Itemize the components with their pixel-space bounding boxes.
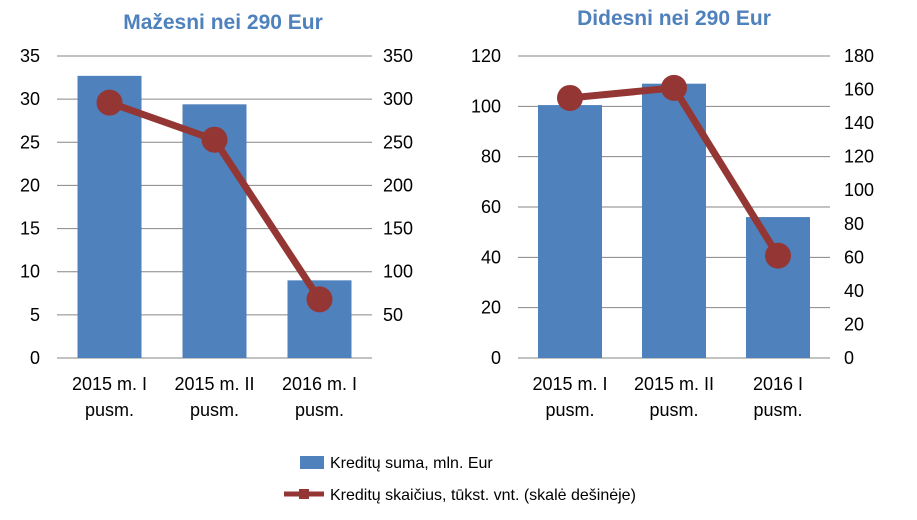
- line-point: [96, 89, 123, 116]
- y2-tick-label: 350: [383, 46, 413, 66]
- y-tick-label: 10: [20, 262, 40, 282]
- line-point: [661, 74, 687, 101]
- legend-line-marker: [299, 489, 309, 499]
- x-tick-label: pusm.: [190, 400, 239, 420]
- y-tick-label: 5: [30, 305, 40, 325]
- y2-tick-label: 100: [383, 262, 413, 282]
- y2-tick-label: 100: [844, 180, 874, 200]
- y2-tick-label: 180: [844, 46, 874, 66]
- line-point: [201, 126, 228, 153]
- y-tick-label: 0: [30, 348, 40, 368]
- x-tick-label: 2015 m. I: [72, 374, 147, 394]
- y2-tick-label: 250: [383, 132, 413, 152]
- y2-tick-label: 150: [383, 219, 413, 239]
- chart-panel-smaller: Mažesni nei 290 Eur 0 5 10 15 20 25 30 35 50 100 15…: [20, 11, 413, 420]
- y-tick-label: 20: [481, 298, 501, 318]
- bar: [77, 75, 142, 359]
- x-tick-label: pusm.: [545, 400, 594, 420]
- y2-tick-label: 200: [383, 175, 413, 195]
- y2-tick-label: 50: [383, 305, 403, 325]
- chart-panel-larger: Didesni nei 290 Eur 0 20 40 60 80 100 120 0 20 40 6…: [471, 7, 874, 420]
- x-tick-label: 2015 m. I: [532, 374, 607, 394]
- y-tick-label: 80: [481, 147, 501, 167]
- y2-tick-label: 140: [844, 113, 874, 133]
- y2-tick-label: 160: [844, 80, 874, 100]
- x-tick-label: 2015 m. II: [174, 374, 254, 394]
- legend: Kreditų suma, mln. Eur Kreditų skaičius,…: [284, 455, 636, 504]
- y2-tick-label: 0: [844, 348, 854, 368]
- y2-tick-label: 20: [844, 314, 864, 334]
- y-tick-label: 35: [20, 46, 40, 66]
- legend-bar-label: Kreditų suma, mln. Eur: [330, 455, 493, 472]
- x-tick-label: 2016 I: [753, 374, 803, 394]
- chart-title: Mažesni nei 290 Eur: [123, 11, 323, 34]
- x-tick-label: 2015 m. II: [634, 374, 714, 394]
- y-tick-label: 0: [491, 348, 501, 368]
- y2-tick-label: 80: [844, 214, 864, 234]
- legend-bar-swatch: [300, 456, 324, 469]
- x-tick-label: pusm.: [85, 400, 134, 420]
- y2-tick-label: 120: [844, 147, 874, 167]
- y-tick-label: 120: [471, 46, 501, 66]
- x-tick-label: pusm.: [649, 400, 698, 420]
- y-tick-label: 40: [481, 247, 501, 267]
- y-tick-label: 20: [20, 175, 40, 195]
- y-tick-label: 25: [20, 132, 40, 152]
- y-tick-label: 15: [20, 219, 40, 239]
- y2-tick-label: 60: [844, 247, 864, 267]
- y-tick-label: 100: [471, 96, 501, 116]
- legend-line-label: Kreditų skaičius, tūkst. vnt. (skalė deš…: [330, 487, 636, 504]
- x-tick-label: pusm.: [753, 400, 802, 420]
- chart-title: Didesni nei 290 Eur: [577, 7, 771, 30]
- line-point: [557, 84, 583, 111]
- y2-tick-label: 300: [383, 89, 413, 109]
- y-tick-label: 60: [481, 197, 501, 217]
- bar: [538, 105, 602, 358]
- bar: [642, 83, 706, 358]
- line-point: [765, 242, 791, 269]
- y-tick-label: 30: [20, 89, 40, 109]
- x-tick-label: 2016 m. I: [282, 374, 357, 394]
- bar: [746, 217, 810, 358]
- line-point: [306, 286, 333, 313]
- x-tick-label: pusm.: [295, 400, 344, 420]
- y2-tick-label: 40: [844, 281, 864, 301]
